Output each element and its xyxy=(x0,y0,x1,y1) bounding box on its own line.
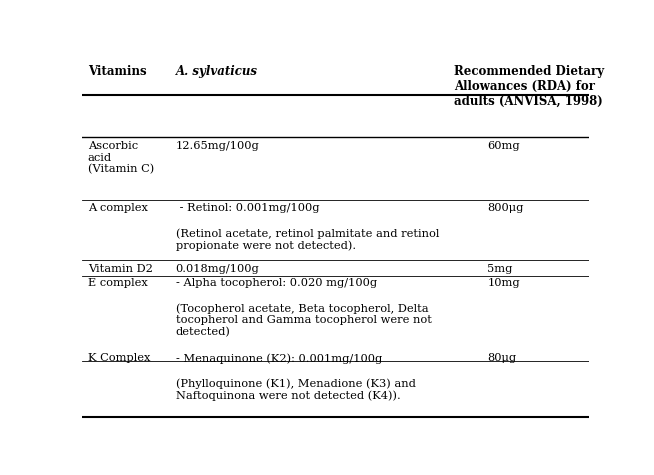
Text: 60mg: 60mg xyxy=(487,141,520,151)
Text: 0.018mg/100g: 0.018mg/100g xyxy=(175,264,259,274)
Text: A complex: A complex xyxy=(88,203,148,213)
Text: 12.65mg/100g: 12.65mg/100g xyxy=(175,141,259,151)
Text: (Tocopherol acetate, Beta tocopherol, Delta
tocopherol and Gamma tocopherol were: (Tocopherol acetate, Beta tocopherol, De… xyxy=(175,303,432,337)
Text: - Alpha tocopherol: 0.020 mg/100g: - Alpha tocopherol: 0.020 mg/100g xyxy=(175,278,377,288)
Text: K Complex: K Complex xyxy=(88,353,150,363)
Text: Vitamin D2: Vitamin D2 xyxy=(88,264,152,274)
Text: Ascorbic
acid
(Vitamin C): Ascorbic acid (Vitamin C) xyxy=(88,141,154,175)
Text: (Retinol acetate, retinol palmitate and retinol
propionate were not detected).: (Retinol acetate, retinol palmitate and … xyxy=(175,228,439,251)
Text: Vitamins: Vitamins xyxy=(88,65,146,78)
Text: 10mg: 10mg xyxy=(487,278,520,288)
Text: - Retinol: 0.001mg/100g: - Retinol: 0.001mg/100g xyxy=(175,203,319,213)
Text: - Menaquinone (K2): 0.001mg/100g: - Menaquinone (K2): 0.001mg/100g xyxy=(175,353,382,364)
Text: 80μg: 80μg xyxy=(487,353,517,363)
Text: 5mg: 5mg xyxy=(487,264,513,274)
Text: E complex: E complex xyxy=(88,278,148,288)
Text: A. sylvaticus: A. sylvaticus xyxy=(175,65,258,78)
Text: 800μg: 800μg xyxy=(487,203,524,213)
Text: (Phylloquinone (K1), Menadione (K3) and
Naftoquinona were not detected (K4)).: (Phylloquinone (K1), Menadione (K3) and … xyxy=(175,378,415,401)
Text: Recommended Dietary
Allowances (RDA) for
adults (ANVISA, 1998): Recommended Dietary Allowances (RDA) for… xyxy=(455,65,604,108)
